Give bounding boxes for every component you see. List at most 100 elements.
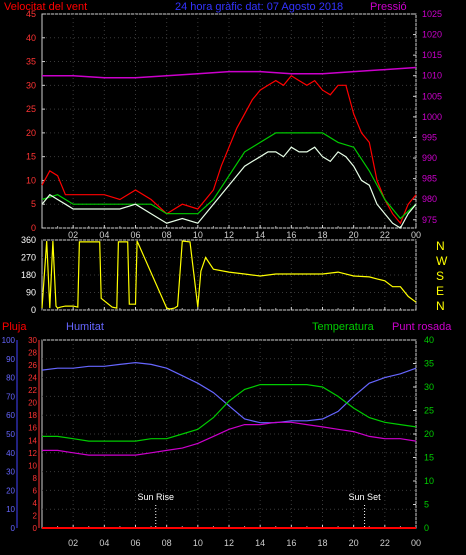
x-tick-label: 08 (162, 230, 172, 240)
wind-speed-tick-label: 40 (26, 33, 36, 43)
humidity-line (41, 361, 417, 424)
wind-speed-tick-label: 20 (26, 128, 36, 138)
x-tick-label: 14 (255, 230, 265, 240)
sunrise-label: Sun Rise (137, 492, 174, 502)
dewpoint-axis-title: Punt rosada (392, 321, 452, 333)
humidity-tick-label: 4 (33, 499, 38, 508)
wind-speed-tick-label: 25 (26, 104, 36, 114)
wind-speed-tick-label: 5 (31, 199, 36, 209)
wind-speed-tick-label: 45 (26, 9, 36, 19)
direction-tick-label: 180 (21, 270, 36, 280)
pressure-tick-label: 1005 (422, 91, 442, 101)
wind-panel-ticks: 02 04 06 08 10 12 14 16 18 20 22 000510152025303540… (26, 9, 442, 240)
rain-tick-label: 60 (6, 411, 15, 420)
compass-letter: N (436, 239, 445, 253)
pressure-tick-label: 1020 (422, 30, 442, 40)
humidity-tick-label: 10 (28, 461, 37, 470)
pressure-tick-label: 990 (422, 153, 437, 163)
rain-tick-label: 80 (6, 374, 15, 383)
sun-annotations: Sun Rise Sun Set (137, 492, 381, 528)
humidity-panel-series (41, 361, 417, 529)
x-tick-label: 02 (68, 230, 78, 240)
x-tick-label: 10 (193, 230, 203, 240)
dewpoint-line (42, 421, 417, 456)
rain-tick-label: 100 (2, 336, 16, 345)
pressure-tick-label: 995 (422, 132, 437, 142)
x-tick-label: 10 (193, 538, 203, 548)
compass-letter: E (436, 284, 444, 298)
humidity-tick-label: 30 (28, 336, 37, 345)
x-tick-label: 04 (99, 230, 109, 240)
humidity-tick-label: 20 (28, 399, 37, 408)
temperature-axis-title: Temperatura (312, 321, 375, 333)
x-tick-label: 00 (411, 538, 421, 548)
humidity-tick-label: 12 (28, 449, 37, 458)
humidity-tick-label: 26 (28, 361, 37, 370)
direction-tick-label: 0 (31, 305, 36, 315)
direction-panel-ticks: 0 90 180 270 360 (21, 235, 417, 315)
x-tick-label: 16 (286, 538, 296, 548)
humidity-panel-ticks: 02 04 06 08 10 12 14 16 18 20 22 000102030405060708… (2, 335, 434, 548)
wind-speed-axis-title: Velocitat del vent (4, 1, 87, 13)
humidity-tick-label: 24 (28, 374, 37, 383)
temperature-line (42, 384, 417, 442)
temperature-tick-label: 40 (424, 335, 434, 345)
temperature-tick-label: 20 (424, 429, 434, 439)
temperature-tick-label: 35 (424, 359, 434, 369)
x-tick-label: 16 (286, 230, 296, 240)
x-tick-label: 06 (130, 230, 140, 240)
x-tick-label: 08 (162, 538, 172, 548)
pressure-tick-label: 1000 (422, 112, 442, 122)
x-tick-label: 22 (380, 538, 390, 548)
compass-letter: S (436, 269, 444, 283)
rain-tick-label: 50 (6, 430, 15, 439)
pressure-axis-title: Pressió (370, 1, 407, 13)
humidity-tick-label: 22 (28, 386, 37, 395)
pressure-tick-label: 975 (422, 215, 437, 225)
humidity-tick-label: 8 (33, 474, 38, 483)
x-tick-label: 00 (411, 230, 421, 240)
rain-tick-label: 70 (6, 392, 15, 401)
compass-letter: W (436, 254, 448, 268)
direction-tick-label: 360 (21, 235, 36, 245)
rain-tick-label: 20 (6, 486, 15, 495)
direction-tick-label: 90 (26, 288, 36, 298)
wind-speed-tick-label: 35 (26, 57, 36, 67)
x-tick-label: 18 (317, 230, 327, 240)
pressure-tick-label: 980 (422, 194, 437, 204)
wind-panel-grid (42, 13, 417, 229)
humidity-axis-title: Humitat (66, 321, 104, 333)
humidity-tick-label: 28 (28, 349, 37, 358)
rain-tick-label: 40 (6, 449, 15, 458)
average-line (41, 132, 417, 220)
wind-panel-series (41, 66, 417, 229)
x-tick-label: 12 (224, 230, 234, 240)
wind-speed-tick-label: 15 (26, 152, 36, 162)
rain-axis-title: Pluja (2, 321, 27, 333)
x-tick-label: 14 (255, 538, 265, 548)
humidity-tick-label: 6 (33, 486, 38, 495)
x-tick-label: 06 (130, 538, 140, 548)
pressure-tick-label: 1010 (422, 71, 442, 81)
temperature-tick-label: 30 (424, 382, 434, 392)
compass-letter: N (436, 299, 445, 313)
pressure-tick-label: 985 (422, 174, 437, 184)
temperature-tick-label: 15 (424, 453, 434, 463)
pressure-line (42, 66, 417, 79)
temperature-tick-label: 25 (424, 406, 434, 416)
x-tick-label: 02 (68, 538, 78, 548)
x-tick-label: 04 (99, 538, 109, 548)
humidity-tick-label: 0 (33, 524, 38, 533)
wind-speed-tick-label: 10 (26, 175, 36, 185)
humidity-tick-label: 14 (28, 436, 37, 445)
pressure-tick-label: 1015 (422, 50, 442, 60)
temperature-tick-label: 0 (424, 523, 429, 533)
gust-line (41, 75, 417, 225)
humidity-tick-label: 16 (28, 424, 37, 433)
humidity-panel-grid (42, 339, 417, 529)
x-tick-label: 20 (349, 538, 359, 548)
chart-title: 24 hora gràfic dat: 07 Agosto 2018 (175, 1, 343, 13)
rain-tick-label: 30 (6, 468, 15, 477)
